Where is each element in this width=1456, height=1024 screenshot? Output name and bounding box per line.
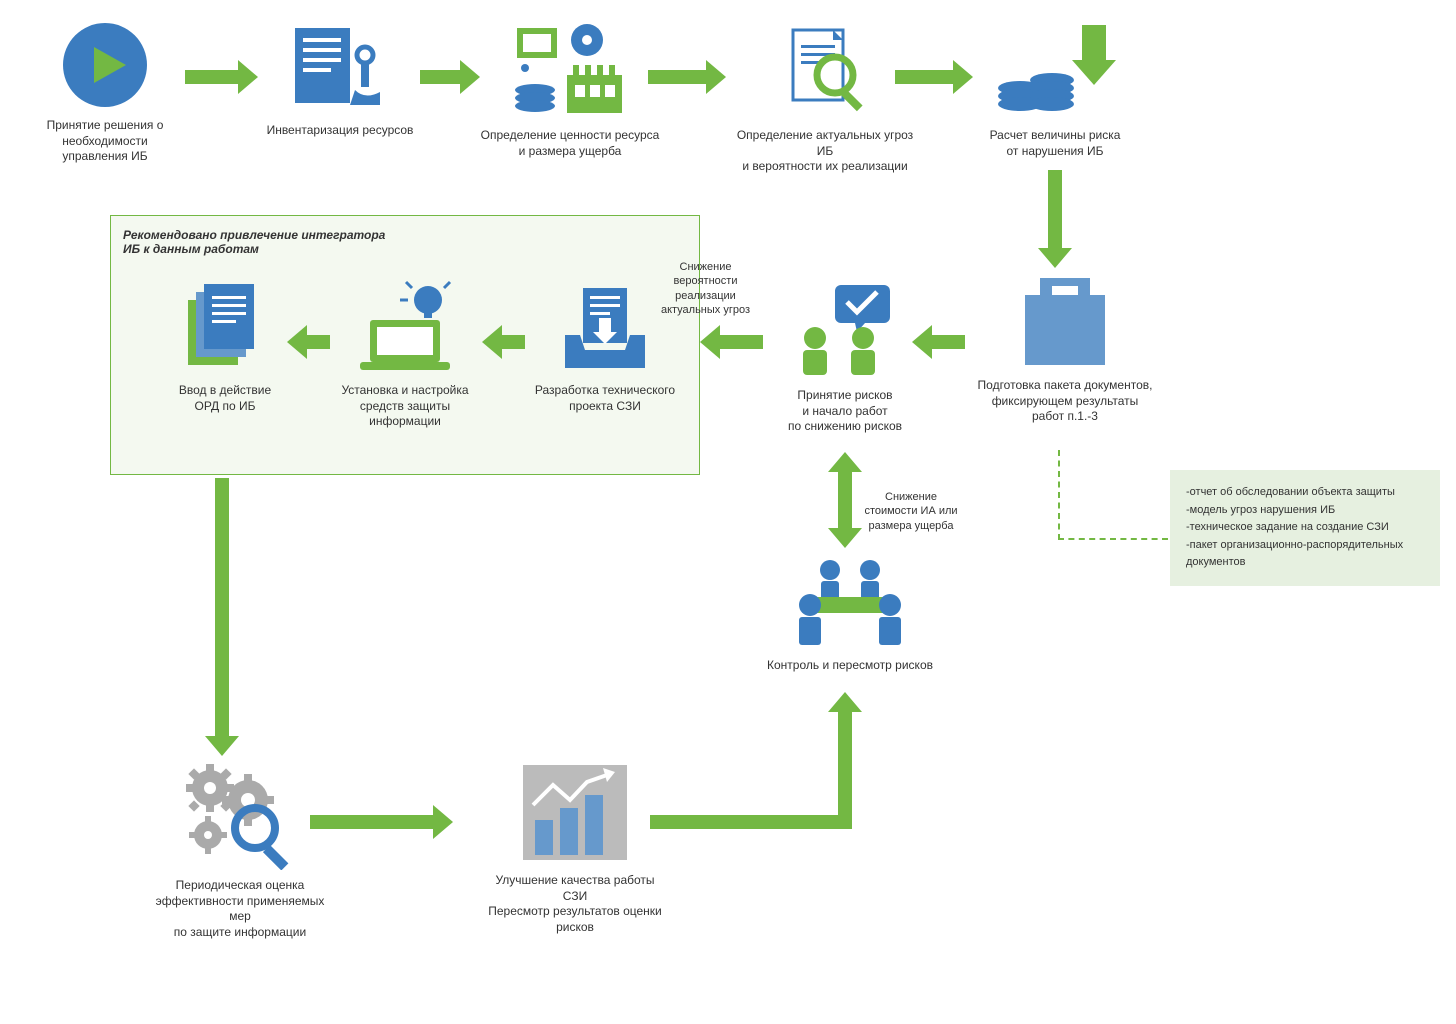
- node-docs: Подготовка пакета документов,фиксирующем…: [960, 270, 1170, 425]
- node-value: Определение ценности ресурсаи размера ущ…: [470, 20, 670, 159]
- recommendation-title: Рекомендовано привлечение интегратораИБ …: [123, 228, 687, 256]
- node-label: Определение актуальных угроз ИБи вероятн…: [735, 128, 915, 175]
- arrow-icon: [648, 70, 708, 84]
- bag-icon: [1010, 270, 1120, 370]
- laptop-idea-icon: [350, 280, 460, 375]
- arrow-icon: [420, 70, 462, 84]
- document-microscope-icon: [285, 20, 395, 115]
- doc-item: -пакет организационно-распорядительных д…: [1186, 537, 1424, 572]
- arrow-bi-icon: [838, 470, 852, 530]
- node-label: Подготовка пакета документов,фиксирующем…: [975, 378, 1155, 425]
- doc-item: -техническое задание на создание СЗИ: [1186, 519, 1424, 537]
- dashed-connector: [1058, 538, 1168, 540]
- node-label: Разработка техническогопроекта СЗИ: [535, 383, 675, 414]
- arrow-icon: [838, 710, 852, 829]
- node-ord: Ввод в действиеОРД по ИБ: [150, 280, 300, 414]
- gears-magnify-icon: [180, 760, 300, 870]
- node-control: Контроль и пересмотр рисков: [760, 555, 940, 674]
- arrow-connector: [650, 815, 845, 829]
- arrow-icon: [930, 335, 965, 349]
- node-risk: Расчет величины рискаот нарушения ИБ: [970, 20, 1140, 159]
- node-periodic: Периодическая оценкаэффективности примен…: [130, 760, 350, 940]
- doc-item: -модель угроз нарушения ИБ: [1186, 502, 1424, 520]
- play-icon: [60, 20, 150, 110]
- dashed-connector: [1058, 450, 1060, 540]
- side-label-cost: Снижениестоимости ИА илиразмера ущерба: [856, 490, 966, 533]
- meeting-icon: [785, 555, 915, 650]
- node-label: Ввод в действиеОРД по ИБ: [179, 383, 271, 414]
- node-inventory: Инвентаризация ресурсов: [255, 20, 425, 139]
- node-accept-risk: Принятие рискови начало работпо снижению…: [760, 280, 930, 435]
- arrow-icon: [310, 815, 435, 829]
- documents-list-box: -отчет об обследовании объекта защиты -м…: [1170, 470, 1440, 586]
- node-label: Принятие рискови начало работпо снижению…: [788, 388, 902, 435]
- arrow-icon: [215, 478, 229, 738]
- arrow-icon: [895, 70, 955, 84]
- arrow-icon: [718, 335, 763, 349]
- inbox-icon: [555, 280, 655, 375]
- doc-magnify-icon: [775, 20, 875, 120]
- people-check-icon: [785, 280, 905, 380]
- node-threats: Определение актуальных угроз ИБи вероятн…: [720, 20, 930, 175]
- documents-icon: [180, 280, 270, 375]
- node-label: Расчет величины рискаот нарушения ИБ: [990, 128, 1121, 159]
- chart-icon: [515, 760, 635, 865]
- doc-item: -отчет об обследовании объекта защиты: [1186, 484, 1424, 502]
- node-decision: Принятие решения онеобходимостиуправлени…: [30, 20, 180, 165]
- coins-arrow-icon: [990, 20, 1120, 120]
- value-icon: [505, 20, 635, 120]
- node-install: Установка и настройкасредств защитыинфор…: [320, 280, 490, 430]
- arrow-icon: [500, 335, 525, 349]
- node-label: Периодическая оценкаэффективности примен…: [150, 878, 330, 940]
- side-label-reduction: Снижениевероятностиреализацииактуальных …: [658, 260, 753, 317]
- node-label: Контроль и пересмотр рисков: [767, 658, 933, 674]
- arrow-icon: [1048, 170, 1062, 250]
- node-label: Инвентаризация ресурсов: [267, 123, 414, 139]
- arrow-icon: [305, 335, 330, 349]
- node-label: Установка и настройкасредств защитыинфор…: [341, 383, 468, 430]
- node-label: Улучшение качества работы СЗИПересмотр р…: [485, 873, 665, 935]
- node-label: Определение ценности ресурсаи размера ущ…: [481, 128, 660, 159]
- arrow-icon: [185, 70, 240, 84]
- node-label: Принятие решения онеобходимостиуправлени…: [47, 118, 164, 165]
- node-improve: Улучшение качества работы СЗИПересмотр р…: [460, 760, 690, 935]
